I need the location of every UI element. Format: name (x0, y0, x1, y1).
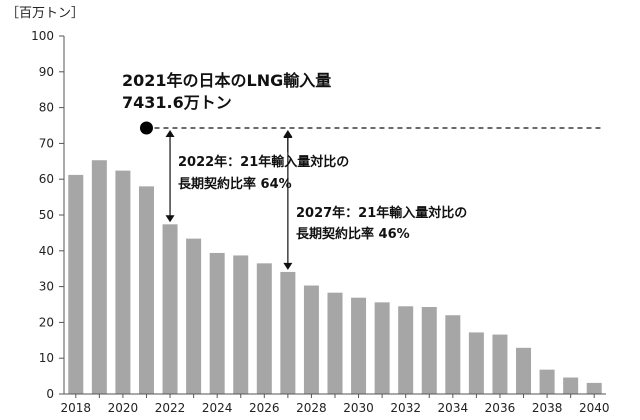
y-axis-unit-label: ［百万トン］ (6, 6, 84, 21)
bar-2020 (115, 170, 131, 394)
x-axis-ticks: 2018 2020 2022 2024 2026 2028 2030 2032 2034 2036… (61, 394, 610, 415)
bar-2026 (256, 263, 272, 394)
x-tick-label: 2038 (532, 401, 563, 415)
annotation-2022-line-1: 2022年：21年輸入量対比の (178, 154, 349, 170)
x-tick-label: 2032 (390, 401, 421, 415)
bar-2030 (351, 297, 367, 394)
y-tick-label: 40 (39, 244, 54, 258)
y-tick-label: 50 (39, 208, 54, 222)
y-tick-label: 0 (46, 387, 54, 401)
bar-2022 (162, 224, 178, 394)
x-tick-label: 2024 (202, 401, 233, 415)
bar-2032 (398, 306, 414, 394)
x-tick-label: 2030 (343, 401, 374, 415)
y-tick-label: 90 (39, 65, 54, 79)
annotation-2027-line-2: 長期契約比率 46% (296, 226, 410, 242)
x-tick-label: 2022 (155, 401, 186, 415)
x-tick-label: 2040 (579, 401, 610, 415)
y-tick-label: 80 (39, 101, 54, 115)
y-tick-label: 100 (31, 29, 54, 43)
bar-2037 (516, 347, 532, 394)
x-tick-label: 2020 (108, 401, 139, 415)
bar-2034 (445, 315, 461, 394)
y-tick-label: 70 (39, 136, 54, 150)
x-tick-label: 2028 (296, 401, 327, 415)
arrow-head (283, 131, 293, 139)
annotation-2022-line-2: 長期契約比率 64% (178, 176, 292, 192)
y-tick-label: 10 (39, 351, 54, 365)
reference-title-annotation: 2021年の日本のLNG輸入量 (122, 71, 331, 90)
x-tick-label: 2018 (61, 401, 92, 415)
bar-2035 (468, 332, 484, 394)
bar-2038 (539, 369, 555, 394)
bar-2036 (492, 334, 508, 394)
bar-series (68, 160, 602, 394)
bar-2029 (327, 292, 343, 394)
annotation-2027-line-1: 2027年：21年輸入量対比の (296, 205, 467, 221)
bar-2040 (586, 382, 602, 394)
arrow-head (165, 215, 175, 223)
reference-value-annotation: 7431.6万トン (122, 93, 232, 112)
reference-point (139, 121, 153, 135)
arrow-head (165, 130, 175, 138)
bar-2023 (186, 238, 202, 394)
y-tick-label: 60 (39, 172, 54, 186)
bar-2018 (68, 174, 84, 394)
arrow-annotations (165, 130, 293, 270)
x-tick-label: 2026 (249, 401, 280, 415)
x-tick-label: 2034 (438, 401, 469, 415)
bar-2028 (303, 285, 319, 394)
y-tick-label: 20 (39, 315, 54, 329)
arrow-head (283, 262, 293, 270)
bar-2019 (91, 160, 107, 394)
bar-2031 (374, 302, 390, 394)
bar-2027 (280, 271, 296, 394)
y-axis-ticks: 0 10 20 30 40 50 60 70 80 90 100 (31, 29, 64, 401)
bar-2033 (421, 307, 437, 394)
y-tick-label: 30 (39, 280, 54, 294)
x-tick-label: 2036 (485, 401, 516, 415)
bar-2025 (233, 255, 249, 394)
bar-2039 (563, 377, 579, 394)
bar-2024 (209, 252, 225, 394)
bar-2021 (138, 186, 154, 394)
